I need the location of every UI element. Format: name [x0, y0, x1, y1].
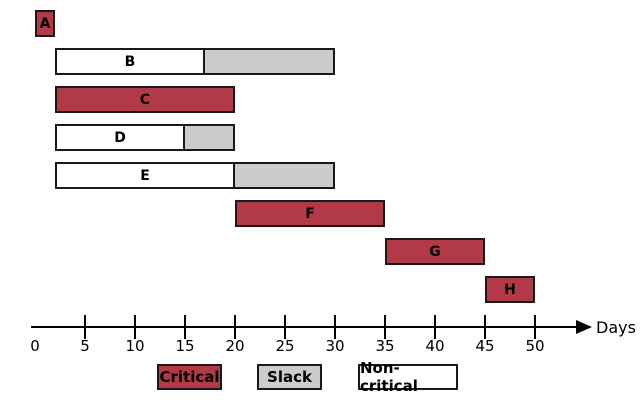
legend-label-critical: Critical: [159, 368, 220, 386]
task-d-label: D: [114, 129, 126, 146]
axis-tick-label-25: 25: [275, 337, 295, 355]
task-b-non-critical-segment: B: [55, 48, 205, 75]
axis-tick-label-35: 35: [375, 337, 395, 355]
axis-tick-label-50: 50: [525, 337, 545, 355]
axis-tick-label-10: 10: [125, 337, 145, 355]
task-a-critical-segment: A: [35, 10, 55, 37]
task-e-label: E: [140, 167, 150, 184]
axis-tick-25: [284, 315, 286, 339]
task-d-slack-segment: [183, 124, 235, 151]
axis-tick-label-30: 30: [325, 337, 345, 355]
axis-tick-label-0: 0: [30, 337, 40, 355]
axis-arrow-icon: [576, 320, 592, 334]
axis-baseline: [31, 326, 578, 328]
axis-tick-10: [134, 315, 136, 339]
task-e-non-critical-segment: E: [55, 162, 235, 189]
axis-tick-35: [384, 315, 386, 339]
axis-tick-30: [334, 315, 336, 339]
task-b-slack-segment: [203, 48, 335, 75]
task-h-label: H: [504, 281, 516, 298]
task-g-label: G: [429, 243, 441, 260]
axis-tick-50: [534, 315, 536, 339]
axis-tick-label-20: 20: [225, 337, 245, 355]
axis-tick-label-40: 40: [425, 337, 445, 355]
legend-label-non-critical: Non-critical: [360, 359, 418, 395]
axis-tick-label-45: 45: [475, 337, 495, 355]
axis-tick-45: [484, 315, 486, 339]
axis-tick-label-15: 15: [175, 337, 195, 355]
task-c-label: C: [139, 91, 151, 108]
task-f-label: F: [305, 205, 315, 222]
axis-tick-label-5: 5: [80, 337, 90, 355]
legend-label-slack: Slack: [267, 368, 312, 386]
legend-item-critical: Critical: [157, 364, 222, 390]
axis-tick-40: [434, 315, 436, 339]
task-d-non-critical-segment: D: [55, 124, 185, 151]
task-a-label: A: [39, 15, 51, 32]
task-c-critical-segment: C: [55, 86, 235, 113]
task-b-label: B: [124, 53, 136, 70]
task-g-critical-segment: G: [385, 238, 485, 265]
axis-unit-label: Days: [596, 318, 636, 337]
task-f-critical-segment: F: [235, 200, 385, 227]
task-e-slack-segment: [233, 162, 335, 189]
axis-tick-15: [184, 315, 186, 339]
task-h-critical-segment: H: [485, 276, 535, 303]
legend-item-non-critical: Non-critical: [358, 359, 458, 395]
legend-item-slack: Slack: [257, 364, 322, 390]
axis-tick-20: [234, 315, 236, 339]
axis-tick-5: [84, 315, 86, 339]
